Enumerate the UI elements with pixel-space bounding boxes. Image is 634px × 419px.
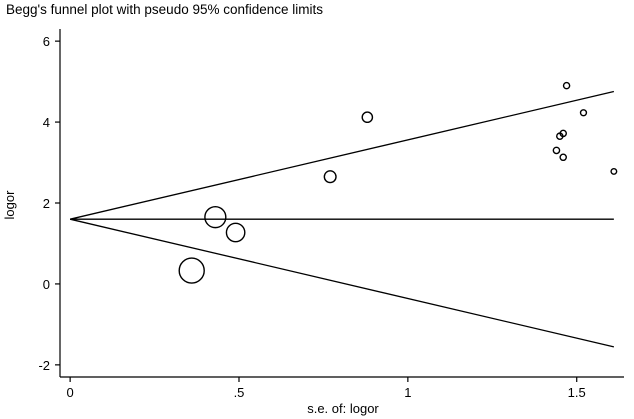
y-tick-label: 0 (43, 277, 50, 292)
chart-title: Begg's funnel plot with pseudo 95% confi… (6, 2, 324, 17)
y-tick-label: 6 (43, 34, 50, 49)
x-axis-label: s.e. of: logor (307, 401, 379, 416)
y-tick-label: -2 (38, 358, 50, 373)
lower-confidence-limit-line (69, 218, 615, 348)
study-point (361, 111, 374, 124)
x-tick-label: 1 (404, 385, 411, 400)
study-point (204, 205, 227, 229)
funnel-lines (69, 90, 615, 348)
study-point (562, 81, 571, 90)
x-tick-label: 0 (67, 385, 74, 400)
study-point (178, 257, 205, 284)
upper-confidence-limit-line (69, 90, 615, 220)
study-point (579, 109, 588, 117)
study-points (178, 81, 618, 284)
study-point (559, 129, 567, 138)
y-axis-label: logor (2, 190, 17, 220)
axes: -2 0 2 4 6 0 .5 1 1.5 (38, 29, 624, 400)
study-point (610, 167, 618, 175)
x-tick-label: .5 (234, 385, 245, 400)
study-point (552, 146, 561, 155)
x-tick-label: 1.5 (568, 385, 586, 400)
study-point (323, 170, 337, 184)
study-point (225, 222, 246, 243)
study-point (559, 153, 567, 162)
y-tick-label: 4 (43, 115, 50, 130)
y-tick-label: 2 (43, 196, 50, 211)
